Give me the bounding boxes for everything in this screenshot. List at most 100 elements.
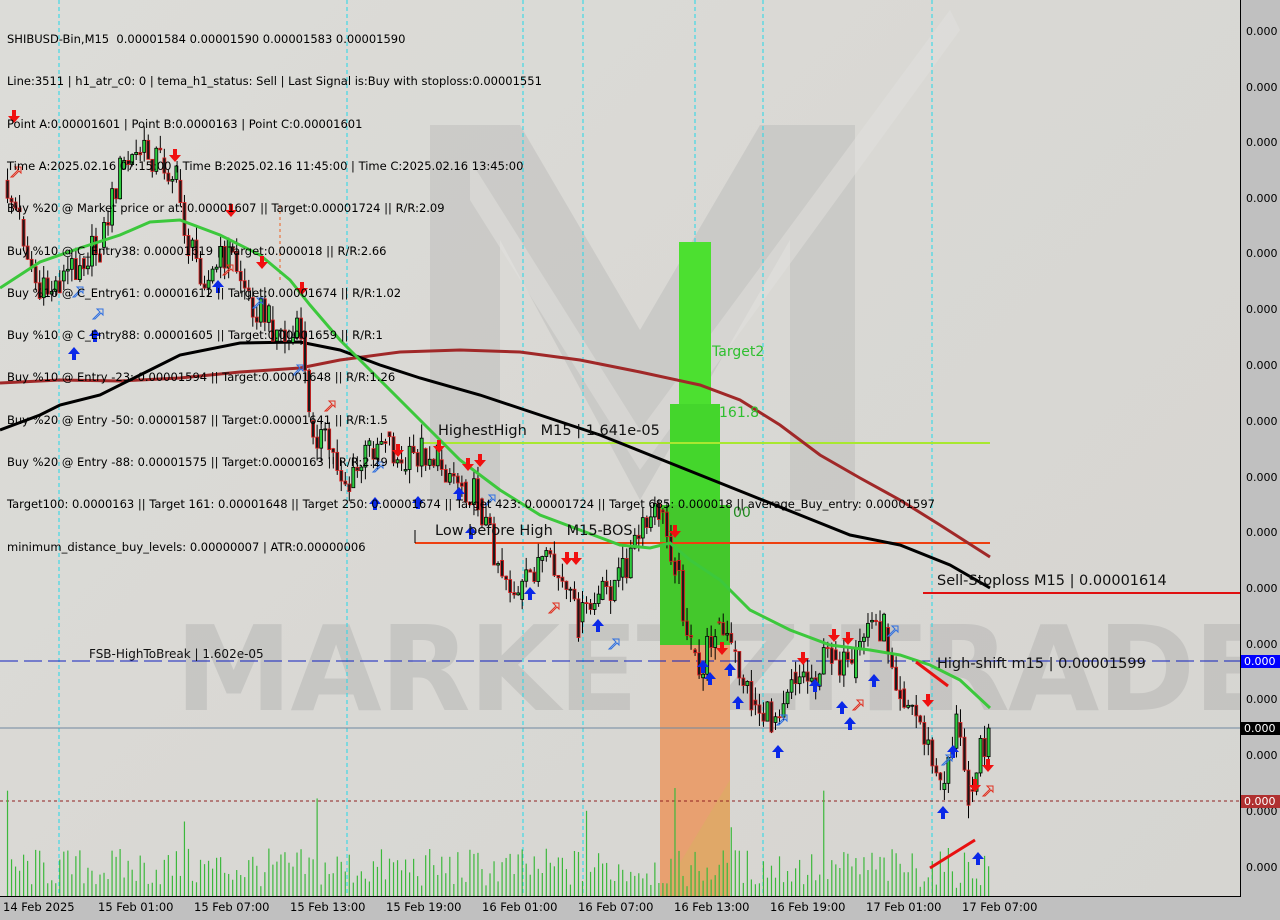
candle-body	[520, 580, 525, 600]
candle	[914, 694, 919, 729]
candle-body	[65, 268, 70, 272]
candle	[411, 434, 416, 455]
candle	[568, 586, 573, 603]
candle-body	[797, 676, 802, 685]
candle-body	[150, 158, 155, 172]
candle	[552, 541, 557, 577]
candle-body	[753, 699, 758, 706]
candle-body	[311, 420, 316, 438]
candle-body	[166, 172, 171, 182]
candle-body	[620, 558, 625, 578]
buy-arrow-icon	[972, 852, 984, 865]
candle	[793, 661, 798, 696]
price-label: 0.000	[1246, 247, 1278, 260]
candle	[785, 689, 790, 709]
candle	[592, 592, 597, 616]
sell-arrow-icon	[570, 552, 582, 565]
candle-body	[580, 602, 585, 623]
candle-body	[17, 207, 22, 213]
candle-body	[705, 635, 710, 675]
info-line-times: Time A:2025.02.16 07:15:00 | Time B:2025…	[7, 159, 524, 174]
candle	[351, 453, 356, 489]
candle-body	[669, 536, 673, 562]
candle-body	[331, 448, 336, 453]
candle	[447, 468, 452, 486]
ma-fast-line	[0, 218, 992, 710]
candle-body	[41, 277, 46, 299]
candle-body	[242, 280, 247, 289]
candle-body	[849, 659, 854, 664]
candle	[391, 432, 396, 467]
candle	[572, 581, 577, 602]
candle	[210, 266, 215, 284]
sell-arrow-icon	[842, 632, 854, 645]
buy-arrow-icon	[836, 701, 848, 714]
candle	[206, 270, 211, 297]
candle	[230, 243, 235, 253]
candle-body	[463, 481, 468, 503]
candle-body	[725, 633, 730, 636]
diagonal-arrow-icon	[9, 166, 22, 178]
candle	[713, 629, 718, 660]
time-label: 16 Feb 13:00	[674, 900, 750, 914]
candle	[512, 581, 517, 599]
candle	[110, 181, 114, 233]
candle-body	[194, 239, 199, 259]
candle-body	[966, 769, 971, 806]
sell-arrow-icon	[225, 204, 237, 217]
candle	[262, 287, 267, 332]
candle	[174, 164, 179, 183]
candle-body	[234, 251, 239, 272]
candle	[431, 458, 436, 468]
candle	[560, 563, 565, 588]
candle-body	[319, 429, 324, 449]
candle-body	[375, 443, 380, 460]
candle-body	[443, 469, 448, 483]
candle	[701, 672, 706, 691]
candle-body	[351, 466, 356, 489]
ma-long-line	[0, 348, 991, 559]
candle-body	[323, 428, 328, 431]
candle-body	[572, 588, 577, 600]
info-panel: SHIBUSD-Bin,M15 0.00001584 0.00001590 0.…	[7, 4, 935, 582]
candle	[194, 226, 199, 263]
highest-high-label: HighestHigh M15 | 1.641e-05	[438, 423, 660, 439]
candle-body	[512, 592, 517, 596]
candle	[801, 660, 806, 684]
candle-body	[49, 290, 54, 295]
candle-body	[701, 673, 706, 679]
candle	[379, 432, 384, 445]
candle	[705, 627, 710, 681]
candle-body	[77, 265, 82, 280]
candle	[837, 651, 842, 683]
candle	[178, 169, 183, 207]
candle-body	[540, 556, 545, 561]
candle-body	[729, 633, 734, 643]
time-label: 16 Feb 01:00	[482, 900, 558, 914]
candle-body	[817, 673, 822, 687]
sell-stoploss-label: Sell-Stoploss M15 | 0.00001614	[937, 573, 1167, 589]
candle	[866, 613, 870, 647]
chart-plot-area[interactable]: MARKETZITRADE	[0, 0, 1241, 897]
candle	[906, 699, 911, 710]
candle	[862, 633, 866, 655]
candle	[978, 735, 983, 777]
candle-body	[644, 517, 649, 528]
time-label: 17 Feb 01:00	[866, 900, 942, 914]
candle	[769, 698, 774, 734]
price-label: 0.000	[1246, 693, 1278, 706]
candle	[520, 578, 525, 610]
candle	[275, 329, 279, 350]
candle-body	[954, 713, 959, 749]
info-line-min-distance: minimum_distance_buy_levels: 0.00000007 …	[7, 539, 366, 554]
candle	[757, 693, 762, 726]
candle	[182, 194, 187, 244]
candle-body	[122, 160, 127, 170]
candle	[443, 464, 448, 483]
candle	[789, 669, 794, 699]
candle	[584, 596, 589, 614]
candle-body	[427, 458, 432, 466]
time-label: 15 Feb 13:00	[290, 900, 366, 914]
candle	[218, 236, 223, 279]
candle	[150, 158, 155, 178]
